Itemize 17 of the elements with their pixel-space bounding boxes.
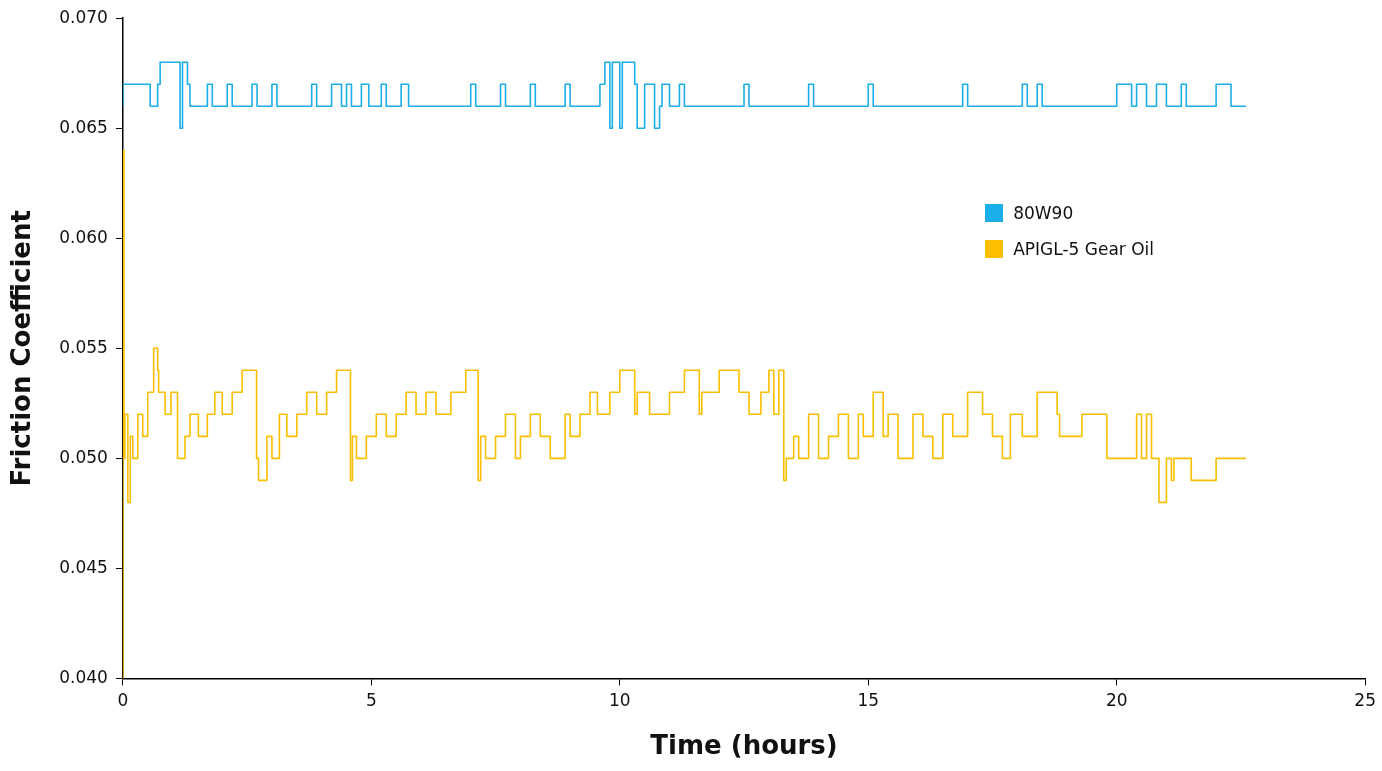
y-tick-label: 0.055 — [59, 336, 108, 357]
y-tick-label: 0.060 — [59, 226, 108, 247]
y-axis-title: Friction Coefficient — [6, 210, 37, 487]
x-tick-label: 25 — [1354, 690, 1376, 711]
x-tick-label: 20 — [1105, 690, 1128, 711]
y-tick-label: 0.045 — [59, 556, 108, 577]
y-tick-label: 0.040 — [59, 666, 108, 687]
x-tick-label: 15 — [857, 690, 880, 711]
y-tick-label: 0.050 — [59, 446, 108, 467]
legend-label: 80W90 — [1013, 203, 1074, 224]
x-tick-label: 0 — [117, 690, 129, 711]
y-tick-label: 0.070 — [59, 6, 108, 27]
x-tick-label: 10 — [608, 690, 631, 711]
x-tick-label: 5 — [365, 690, 377, 711]
legend-label: APIGL-5 Gear Oil — [1013, 239, 1155, 260]
x-axis-title: Time (hours) — [650, 730, 838, 761]
y-tick-label: 0.065 — [59, 116, 108, 137]
